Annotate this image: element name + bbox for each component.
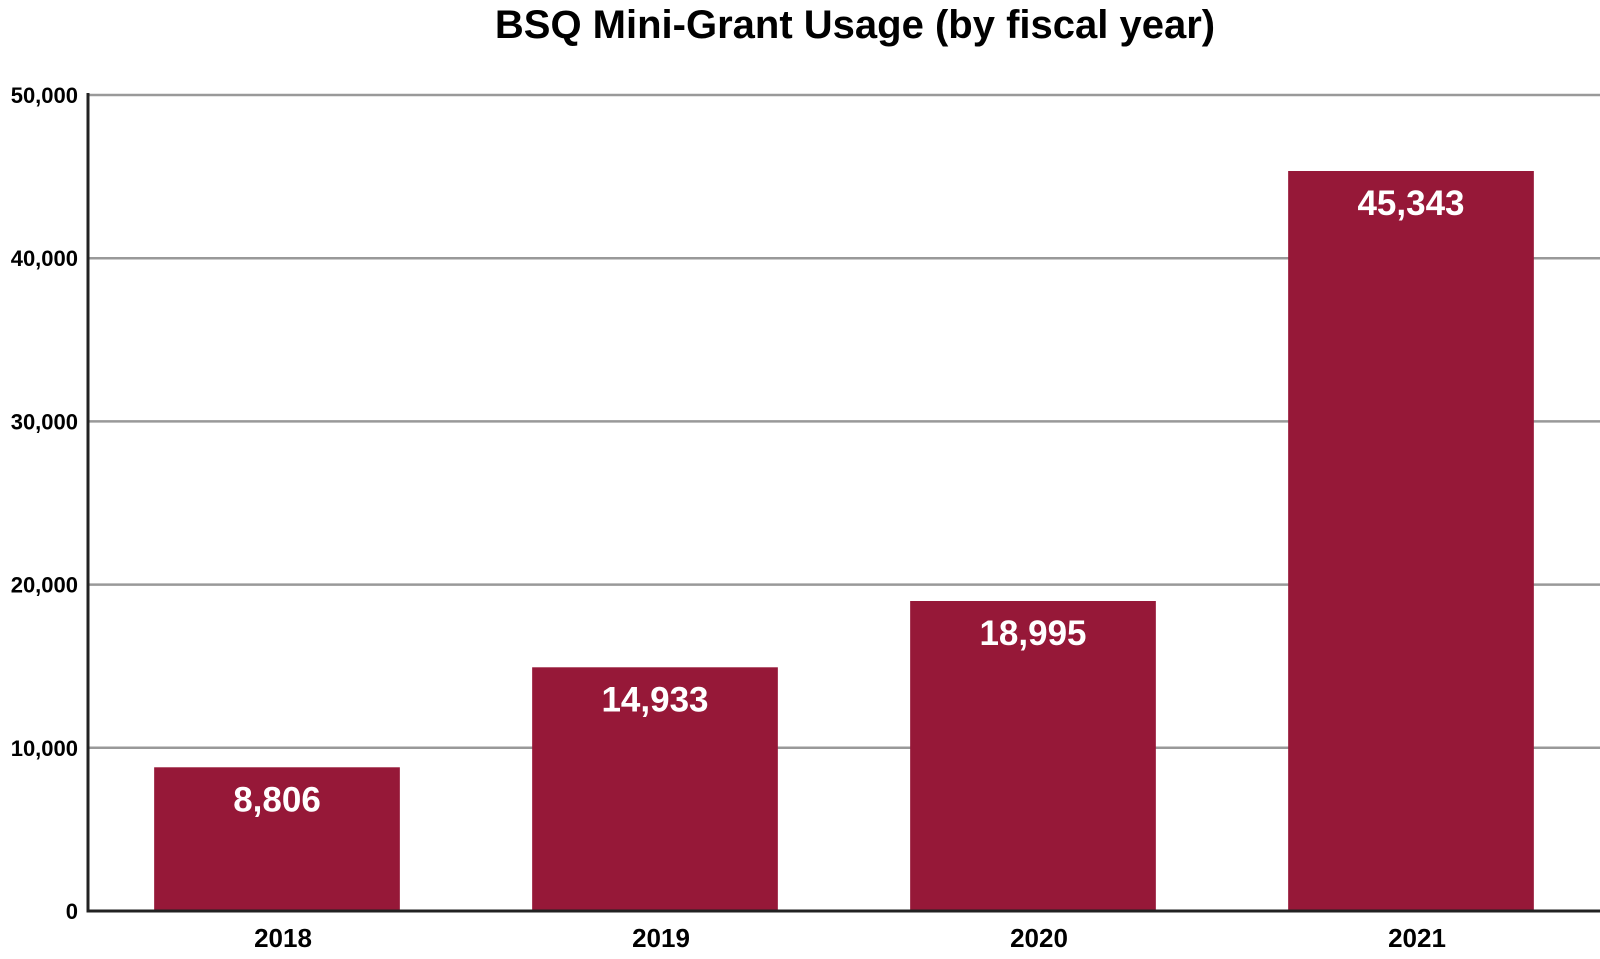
y-tick-label: 0 (66, 899, 78, 924)
chart-title: BSQ Mini-Grant Usage (by fiscal year) (494, 3, 1216, 47)
y-tick-label: 40,000 (11, 246, 78, 271)
bar-value-label: 8,806 (233, 780, 321, 819)
bar (910, 601, 1156, 911)
x-tick-label: 2018 (254, 923, 312, 953)
bar (1288, 171, 1534, 911)
bar-value-label: 45,343 (1357, 184, 1464, 223)
y-tick-label: 50,000 (11, 83, 78, 108)
bar (532, 667, 778, 911)
x-tick-label: 2019 (632, 923, 690, 953)
y-tick-label: 10,000 (11, 736, 78, 761)
bar-value-label: 14,933 (601, 680, 708, 719)
x-tick-label: 2021 (1388, 923, 1446, 953)
labels: 0 10,000 20,000 30,000 40,000 50,000 8,806 2018… (11, 83, 1465, 953)
y-tick-label: 20,000 (11, 573, 78, 598)
bar-value-label: 18,995 (979, 614, 1086, 653)
bar (154, 767, 400, 911)
bars (154, 171, 1534, 911)
axes (86, 93, 1600, 913)
y-tick-label: 30,000 (11, 409, 78, 434)
x-tick-label: 2020 (1010, 923, 1068, 953)
